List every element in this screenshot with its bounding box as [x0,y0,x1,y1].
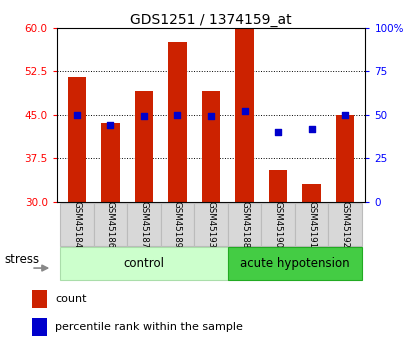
Bar [336,115,354,202]
Point [308,126,315,131]
Point [107,122,114,128]
Bar [235,28,254,202]
Text: GSM45190: GSM45190 [274,201,283,248]
Text: GSM45191: GSM45191 [307,201,316,248]
FancyBboxPatch shape [228,203,261,246]
Point [74,112,80,118]
Point [275,129,281,135]
FancyBboxPatch shape [194,203,228,246]
Text: acute hypotension: acute hypotension [240,257,350,270]
Bar [269,170,287,202]
Point [342,112,349,118]
Point [141,114,147,119]
Bar [202,91,220,202]
Title: GDS1251 / 1374159_at: GDS1251 / 1374159_at [130,12,292,27]
FancyBboxPatch shape [328,203,362,246]
Bar [101,124,120,202]
FancyBboxPatch shape [94,203,127,246]
Text: stress: stress [5,253,39,266]
FancyBboxPatch shape [261,203,295,246]
Text: GSM45186: GSM45186 [106,201,115,248]
FancyBboxPatch shape [228,247,362,280]
Point [208,114,215,119]
Text: GSM45187: GSM45187 [139,201,148,248]
FancyBboxPatch shape [127,203,161,246]
Text: GSM45184: GSM45184 [72,201,81,248]
Bar [302,185,321,202]
Bar [68,77,86,202]
FancyBboxPatch shape [161,203,194,246]
Bar [32,318,47,336]
Text: control: control [123,257,165,270]
FancyBboxPatch shape [295,203,328,246]
Text: GSM45192: GSM45192 [341,201,350,248]
Text: GSM45189: GSM45189 [173,201,182,248]
Text: percentile rank within the sample: percentile rank within the sample [55,322,243,332]
Point [174,112,181,118]
Bar [32,290,47,307]
Text: count: count [55,294,87,304]
Bar [135,91,153,202]
FancyBboxPatch shape [60,247,228,280]
Bar [168,42,187,202]
Text: GSM45188: GSM45188 [240,201,249,248]
FancyBboxPatch shape [60,203,94,246]
Text: GSM45193: GSM45193 [207,201,215,248]
Point [241,108,248,114]
